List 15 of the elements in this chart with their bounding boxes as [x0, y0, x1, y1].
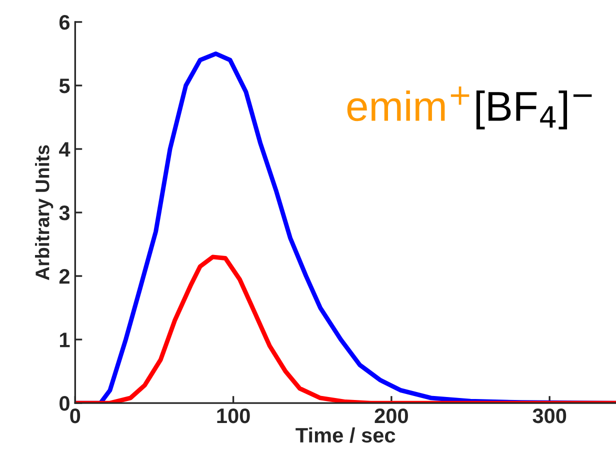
y-axis-title: Arbitrary Units: [35, 145, 54, 280]
y-tick-label: 4: [59, 142, 70, 157]
y-tick-label: 0: [60, 396, 70, 411]
x-tick-label: 0: [70, 408, 80, 424]
x-tick-label: 200: [374, 408, 408, 424]
annotation: emim$^{+}$: [347, 86, 470, 122]
x-tick-label: 100: [217, 408, 250, 424]
y-tick-label: 2: [59, 269, 70, 284]
y-tick-label: 1: [60, 332, 70, 348]
y-tick-label: 6: [59, 14, 70, 30]
x-tick-label: 300: [532, 408, 566, 424]
y-tick-label: 5: [59, 78, 70, 94]
y-tick-label: 3: [59, 206, 70, 220]
annotation: [BF$_{4}$]$^{−}$: [476, 90, 592, 130]
x-axis-title: Time / sec: [296, 427, 396, 443]
